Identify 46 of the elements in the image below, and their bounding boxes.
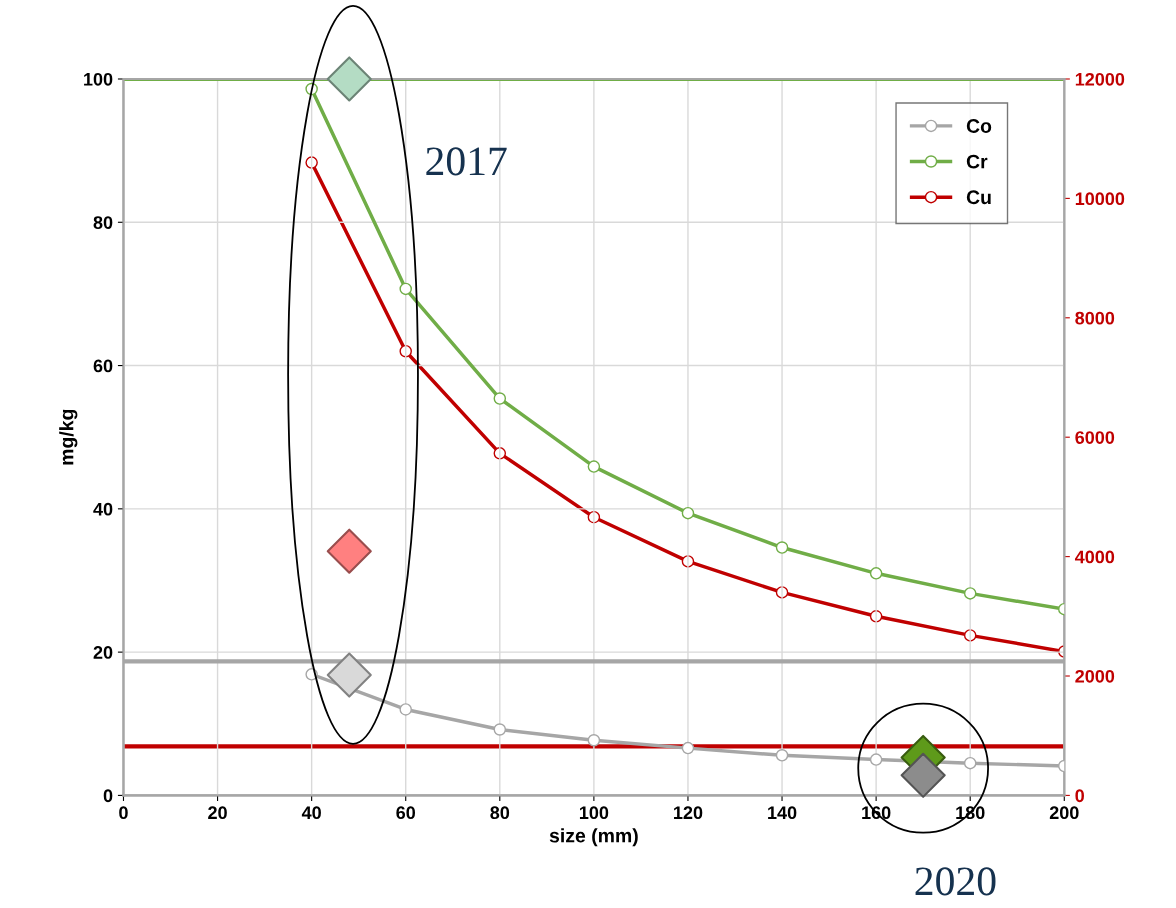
x-tick-label: 100: [579, 806, 609, 820]
point: [681, 741, 695, 755]
y2-tick-label: 8000: [1075, 311, 1115, 325]
point: [775, 541, 789, 554]
y2-tick-label: 2000: [1075, 669, 1115, 683]
point: [587, 460, 601, 473]
point: [869, 753, 883, 766]
y-tick-label: 60: [93, 359, 113, 373]
point: [963, 587, 977, 600]
point: [681, 506, 695, 520]
x-axis-title: size (mm): [549, 828, 638, 847]
y-tick-label: 40: [93, 502, 113, 516]
legend-label: Co: [966, 119, 992, 133]
point: [869, 567, 883, 580]
point: [775, 749, 789, 762]
x-tick-label: 140: [768, 806, 797, 820]
point: [326, 56, 372, 102]
point: [493, 723, 507, 736]
x-tick-label: 20: [208, 806, 227, 820]
annotation: 2017: [426, 147, 507, 176]
y2-tick-label: 0: [1075, 789, 1084, 803]
y2-tick-label: 6000: [1075, 431, 1115, 444]
legend-label: Cr: [966, 154, 988, 169]
x-tick-label: 120: [674, 806, 703, 820]
point: [963, 756, 977, 770]
x-tick-label: 200: [1049, 806, 1079, 820]
point: [493, 392, 507, 405]
y-tick-label: 0: [103, 789, 113, 803]
point: [326, 528, 372, 574]
y2-tick-label: 12000: [1075, 72, 1125, 86]
y-tick-label: 80: [93, 216, 113, 229]
x-tick-label: 60: [396, 806, 416, 820]
point: [587, 733, 601, 747]
point: [326, 652, 372, 698]
y-tick-label: 20: [93, 646, 113, 659]
point: [399, 703, 412, 716]
y2-tick-label: 4000: [1074, 550, 1115, 564]
y-axis-title: mg/kg: [59, 409, 78, 465]
x-tick-label: 80: [490, 806, 510, 820]
point: [399, 282, 412, 296]
y2-tick-label: 10000: [1075, 192, 1125, 206]
y-tick-label: 100: [84, 72, 113, 86]
x-tick-label: 0: [119, 806, 128, 820]
legend-label: Cu: [966, 190, 991, 205]
text: 2020: [915, 867, 996, 896]
x-tick-label: 40: [301, 806, 321, 820]
